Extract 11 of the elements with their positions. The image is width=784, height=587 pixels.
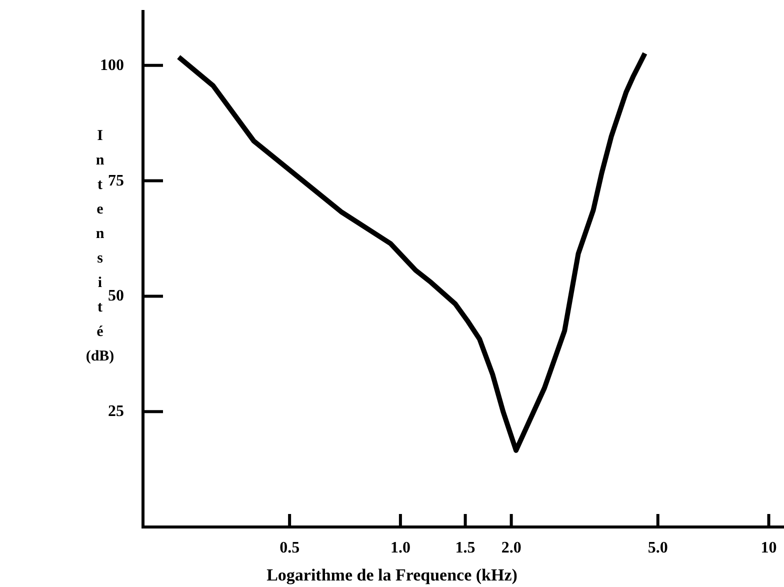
y-tick-label: 100 [100, 56, 124, 74]
x-tick-label: 2.0 [501, 540, 522, 556]
x-tick-label: 1.0 [390, 540, 410, 556]
x-tick-label: 10 [760, 540, 777, 556]
x-axis-title: Logarithme de la Frequence (kHz) [266, 566, 518, 584]
x-tick-label: 5.0 [648, 540, 668, 556]
x-tick-label: 0.5 [280, 540, 300, 556]
x-tick-label: 1.5 [455, 540, 476, 556]
y-tick-label: 50 [108, 288, 124, 305]
y-tick-label: 75 [108, 172, 124, 190]
y-tick-label: 25 [108, 403, 124, 420]
